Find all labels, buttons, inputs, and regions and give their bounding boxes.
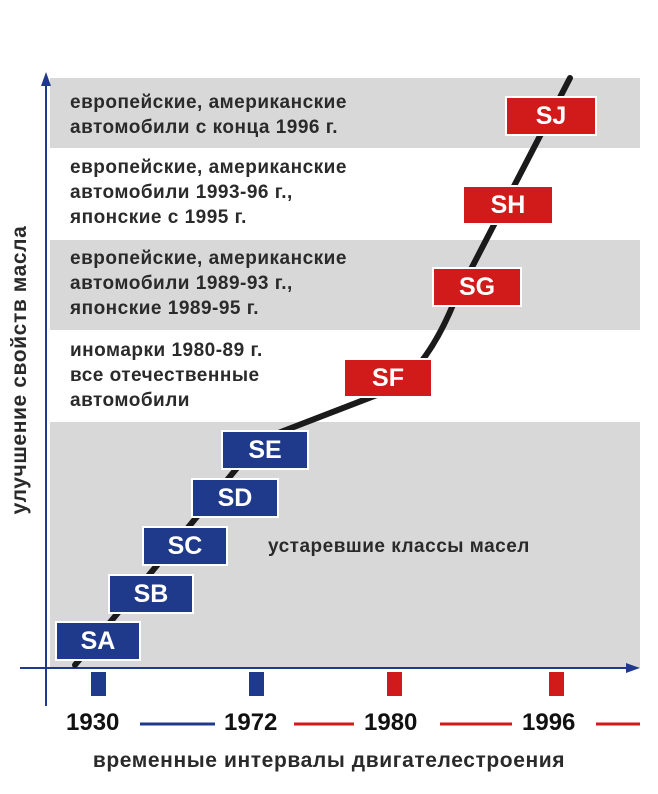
year-label-1930: 1930 [66,709,120,736]
band-text-sj: европейские, американские автомобили с к… [70,90,347,140]
band-sg [50,240,640,330]
band-text-line: иномарки 1980-89 г. [70,340,263,361]
y-axis-label: улучшение свойств масла [8,225,31,515]
band-text-line: все отечественные [70,365,260,386]
class-badge-sg: SG [432,267,522,307]
tick-marker-1930 [91,672,106,696]
x-axis-arrow [626,663,640,673]
band-text-line: автомобили 1989-93 г., [70,273,293,294]
x-axis-label: временные интервалы двигателестроения [92,749,566,772]
tick-marker-1972 [249,672,264,696]
obsolete-classes-label: устаревшие классы масел [268,536,530,557]
band-text-sh: европейские, американские автомобили 199… [70,155,347,230]
tick-marker-1980 [387,672,402,696]
class-badge-sd: SD [191,478,279,518]
class-badge-sf: SF [343,358,433,398]
class-badge-sa: SA [55,621,141,661]
class-badge-sj: SJ [505,96,597,136]
tick-marker-1996 [549,672,564,696]
band-text-sg: европейские, американские автомобили 198… [70,246,347,321]
class-badge-sb: SB [108,574,194,614]
year-label-1980: 1980 [364,709,418,736]
y-axis-arrow [41,72,51,86]
band-text-line: европейские, американские [70,157,347,178]
band-text-line: автомобили с конца 1996 г. [70,117,339,138]
band-text-sf: иномарки 1980-89 г. все отечественные ав… [70,338,263,413]
band-text-line: автомобили 1993-96 г., [70,182,293,203]
class-badge-sc: SC [142,526,228,566]
band-text-line: европейские, американские [70,248,347,269]
class-badge-se: SE [221,430,309,470]
year-label-1996: 1996 [522,709,576,736]
band-text-line: японские с 1995 г. [70,207,247,228]
band-text-line: автомобили [70,390,190,411]
year-label-1972: 1972 [224,709,278,736]
class-badge-sh: SH [462,185,554,225]
band-text-line: японские 1989-95 г. [70,298,260,319]
band-text-line: европейские, американские [70,92,347,113]
